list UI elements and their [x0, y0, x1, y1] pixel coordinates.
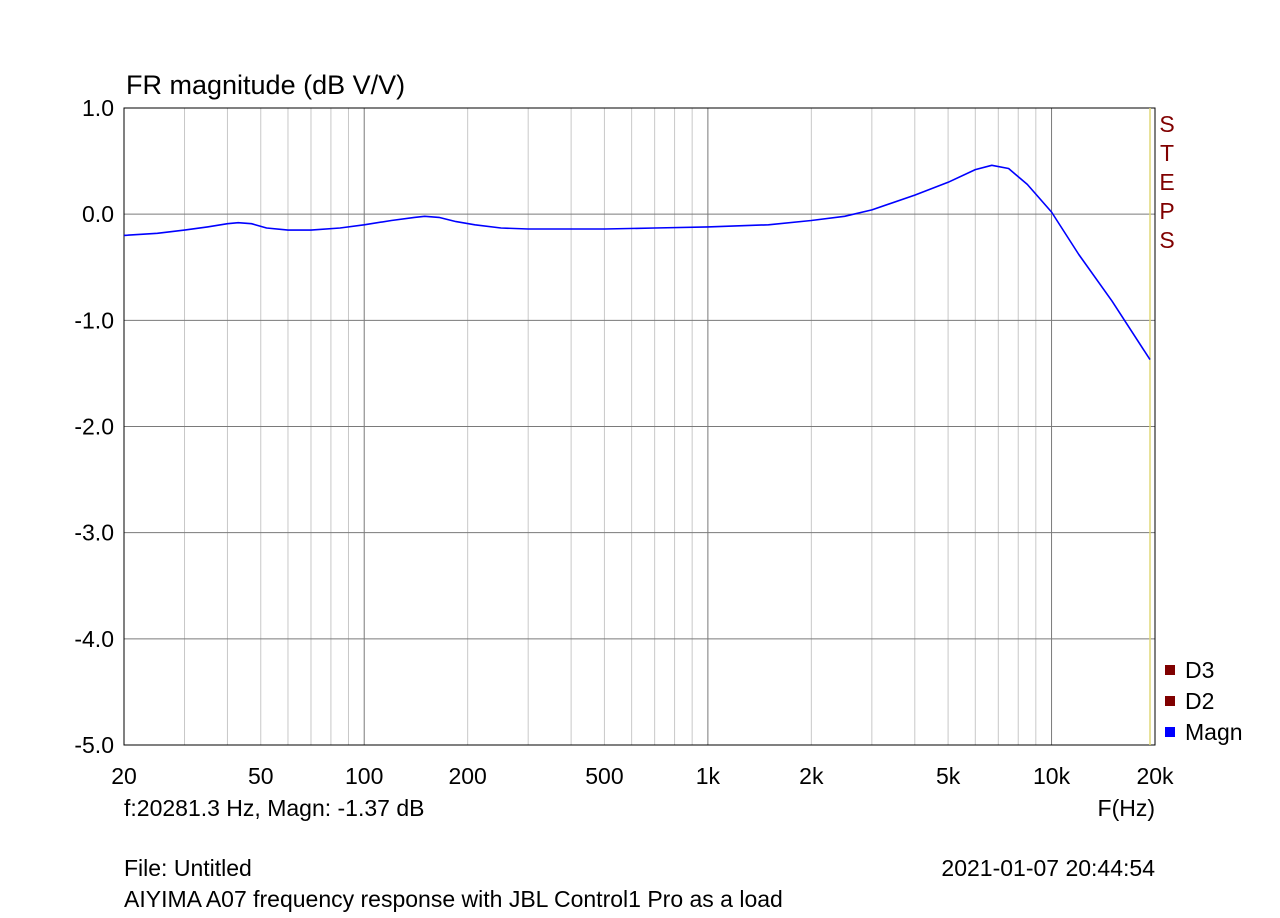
x-tick-label: 20k: [1136, 763, 1174, 789]
x-tick-label: 2k: [799, 763, 824, 789]
chart-description: AIYIMA A07 frequency response with JBL C…: [124, 886, 783, 912]
series-layer: [123, 164, 1151, 361]
x-tick-label: 1k: [696, 763, 721, 789]
plot-area-frame: [123, 107, 1156, 746]
y-tick-label: -3.0: [74, 520, 114, 546]
legend-label: D2: [1185, 688, 1214, 714]
legend-label: Magn: [1185, 719, 1243, 745]
timestamp: 2021-01-07 20:44:54: [941, 855, 1155, 881]
legend-label: D3: [1185, 657, 1214, 683]
grid: [124, 108, 1155, 745]
x-tick-label: 5k: [936, 763, 961, 789]
steps-letter: E: [1159, 169, 1174, 195]
y-tick-label: 0.0: [82, 201, 114, 227]
file-label: File: Untitled: [124, 855, 252, 881]
x-tick-label: 500: [585, 763, 623, 789]
steps-letter: P: [1159, 198, 1174, 224]
cursor-readout: f:20281.3 Hz, Magn: -1.37 dB: [124, 795, 424, 821]
y-tick-labels: 1.0 0.0 -1.0 -2.0 -3.0 -4.0 -5.0: [74, 95, 114, 758]
steps-letter: S: [1159, 111, 1174, 137]
series-line-magn: [123, 164, 1151, 361]
x-tick-label: 200: [448, 763, 486, 789]
chart-title: FR magnitude (dB V/V): [126, 70, 405, 100]
legend-swatch: [1165, 696, 1175, 706]
y-tick-label: -1.0: [74, 307, 114, 333]
x-tick-label: 20: [111, 763, 137, 789]
y-tick-label: -4.0: [74, 626, 114, 652]
x-tick-label: 100: [345, 763, 383, 789]
x-axis-label: F(Hz): [1098, 795, 1155, 821]
legend-swatch: [1165, 665, 1175, 675]
steps-letter: S: [1159, 227, 1174, 253]
x-tick-label: 50: [248, 763, 274, 789]
steps-letter: T: [1160, 140, 1174, 166]
legend-swatch: [1165, 727, 1175, 737]
y-tick-label: 1.0: [82, 95, 114, 121]
x-tick-labels: 20 50 100 200 500 1k 2k 5k 10k 20k: [111, 763, 1174, 789]
legend: D3 D2 Magn: [1165, 657, 1243, 745]
y-tick-label: -2.0: [74, 414, 114, 440]
y-tick-label: -5.0: [74, 732, 114, 758]
x-tick-label: 10k: [1033, 763, 1071, 789]
